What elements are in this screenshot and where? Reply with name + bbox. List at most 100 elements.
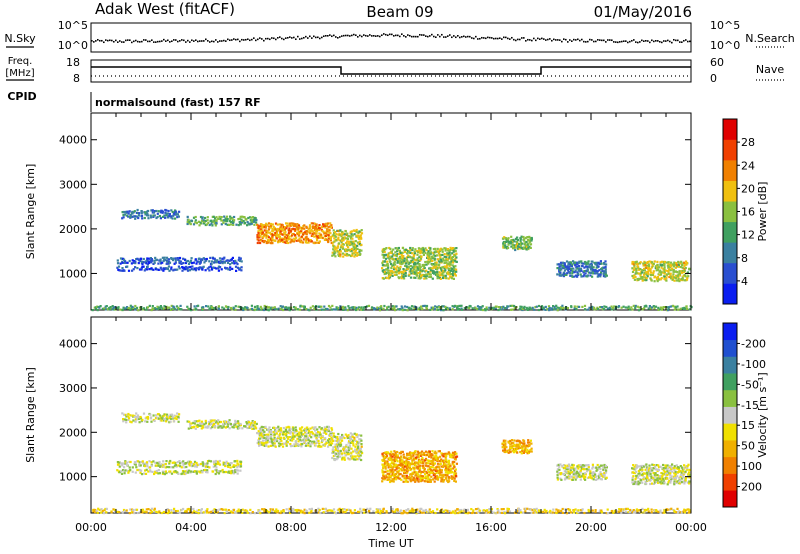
echo-cell <box>235 261 238 264</box>
echo-cell <box>674 274 678 277</box>
echo-cell <box>517 444 520 447</box>
echo-cell <box>441 273 444 276</box>
echo-cell <box>327 445 330 448</box>
echo-cell <box>251 216 255 219</box>
echo-cell <box>334 308 338 311</box>
echo-cell <box>514 237 518 240</box>
echo-cell <box>408 475 411 479</box>
echo-cell <box>519 239 522 242</box>
echo-cell <box>561 266 564 269</box>
echo-cell <box>267 428 270 431</box>
echo-cell <box>578 260 581 263</box>
echo-cell <box>174 268 178 271</box>
echo-cell <box>246 224 249 227</box>
echo-cell <box>442 463 446 466</box>
echo-cell <box>239 462 242 465</box>
echo-cell <box>329 442 332 445</box>
echo-cell <box>418 459 421 462</box>
echo-cell <box>451 470 454 473</box>
echo-cell <box>431 450 434 453</box>
echo-cell <box>124 469 127 472</box>
echo-cell <box>640 276 643 279</box>
echo-cell <box>564 477 567 480</box>
echo-cell <box>155 308 158 311</box>
echo-cell <box>337 443 341 446</box>
noise-point <box>415 35 417 38</box>
echo-cell <box>426 256 430 259</box>
echo-cell <box>318 305 322 308</box>
noise-point <box>205 38 207 41</box>
echo-cell <box>129 214 132 217</box>
echo-cell <box>530 450 533 453</box>
echo-cell <box>421 269 424 272</box>
noise-point <box>337 37 339 39</box>
echo-cell <box>429 308 432 311</box>
echo-cell <box>638 268 641 271</box>
echo-cell <box>172 214 175 217</box>
noise-point <box>511 36 513 39</box>
echo-cell <box>428 455 431 458</box>
echo-cell <box>218 463 222 466</box>
echo-cell <box>343 458 346 461</box>
echo-cell <box>322 431 325 434</box>
echo-cell <box>313 226 316 230</box>
echo-cell <box>445 476 448 479</box>
echo-cell <box>297 226 300 229</box>
echo-cell <box>177 306 180 309</box>
echo-cell <box>509 446 512 449</box>
noise-point <box>123 41 125 43</box>
echo-cell <box>450 467 453 470</box>
echo-cell <box>145 308 148 311</box>
echo-cell <box>428 450 431 453</box>
echo-cell <box>400 456 403 459</box>
echo-cell <box>570 306 573 309</box>
echo-cell <box>559 261 563 264</box>
echo-cell <box>632 268 636 272</box>
echo-cell <box>452 274 455 277</box>
echo-cell <box>209 265 212 268</box>
echo-cell <box>631 262 634 265</box>
echo-cell <box>263 436 266 439</box>
echo-cell <box>417 462 420 466</box>
echo-cell <box>219 266 222 269</box>
echo-cell <box>322 223 325 226</box>
noise-point <box>379 35 381 38</box>
noise-point <box>259 37 261 39</box>
echo-cell <box>127 215 130 218</box>
echo-cell <box>393 456 396 459</box>
echo-cell <box>286 222 289 225</box>
noise-point <box>115 39 117 42</box>
echo-cell <box>581 305 584 308</box>
echo-cell <box>192 470 195 473</box>
echo-cell <box>396 454 399 457</box>
noise-point <box>563 38 565 40</box>
noise-point <box>207 40 209 42</box>
noise-point <box>497 37 499 40</box>
echo-cell <box>535 305 538 308</box>
echo-cell <box>658 278 661 281</box>
echo-cell <box>386 255 390 258</box>
echo-cell <box>203 261 206 264</box>
echo-cell <box>288 426 291 429</box>
noise-point <box>391 33 393 36</box>
echo-cell <box>214 459 217 463</box>
echo-cell <box>423 266 426 269</box>
echo-cell <box>317 439 320 442</box>
echo-cell <box>174 464 177 467</box>
echo-cell <box>137 258 140 261</box>
echo-cell <box>439 254 442 257</box>
echo-cell <box>201 258 204 261</box>
echo-cell <box>146 465 149 468</box>
noise-point <box>573 38 575 41</box>
echo-cell <box>446 460 449 463</box>
echo-cell <box>352 306 355 309</box>
echo-cell <box>170 472 174 475</box>
echo-cell <box>570 466 573 469</box>
echo-cell <box>540 307 543 310</box>
echo-cell <box>529 240 532 243</box>
echo-cell <box>137 216 140 220</box>
echo-cell <box>274 307 277 310</box>
echo-cell <box>150 416 153 419</box>
echo-cell <box>347 305 350 308</box>
echo-cell <box>436 266 439 270</box>
